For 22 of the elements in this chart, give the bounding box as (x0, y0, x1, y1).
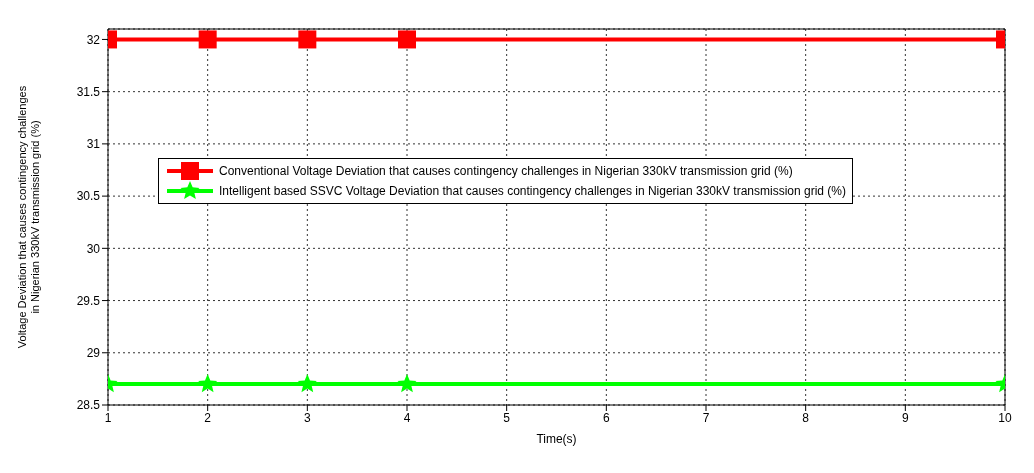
x-tick-label: 5 (503, 410, 511, 425)
y-tick-label: 30 (86, 241, 101, 256)
legend-label: Conventional Voltage Deviation that causes contingency challenges in Nigerian 330kV transmission grid (%) (219, 164, 793, 178)
y-tick-label: 28.5 (76, 398, 101, 413)
y-tick-label: 32 (86, 32, 101, 47)
x-tick-label: 4 (403, 410, 411, 425)
x-tick-label: 8 (802, 410, 810, 425)
x-tick-label: 10 (998, 410, 1012, 425)
x-tick-label: 9 (901, 410, 909, 425)
y-tick-label: 31 (86, 137, 101, 152)
x-tick-label: 7 (702, 410, 710, 425)
y-tick-label: 29.5 (76, 293, 101, 308)
x-tick-label: 3 (303, 410, 311, 425)
x-tick-label: 1 (104, 410, 112, 425)
y-tick-label: 31.5 (76, 84, 101, 99)
x-tick-label: 6 (602, 410, 610, 425)
x-tick-label: 2 (204, 410, 212, 425)
x-axis-title: Time(s) (536, 432, 577, 446)
y-tick-label: 30.5 (76, 189, 101, 204)
y-axis-title: Voltage Deviation that causes contingency challenges in Nigerian 330kV transmission grid (%) (16, 85, 41, 349)
legend-label: Intelligent based SSVC Voltage Deviation that causes contingency challenges in Nigerian 330kV transmission grid (%) (219, 184, 847, 198)
y-tick-label: 29 (86, 346, 101, 361)
